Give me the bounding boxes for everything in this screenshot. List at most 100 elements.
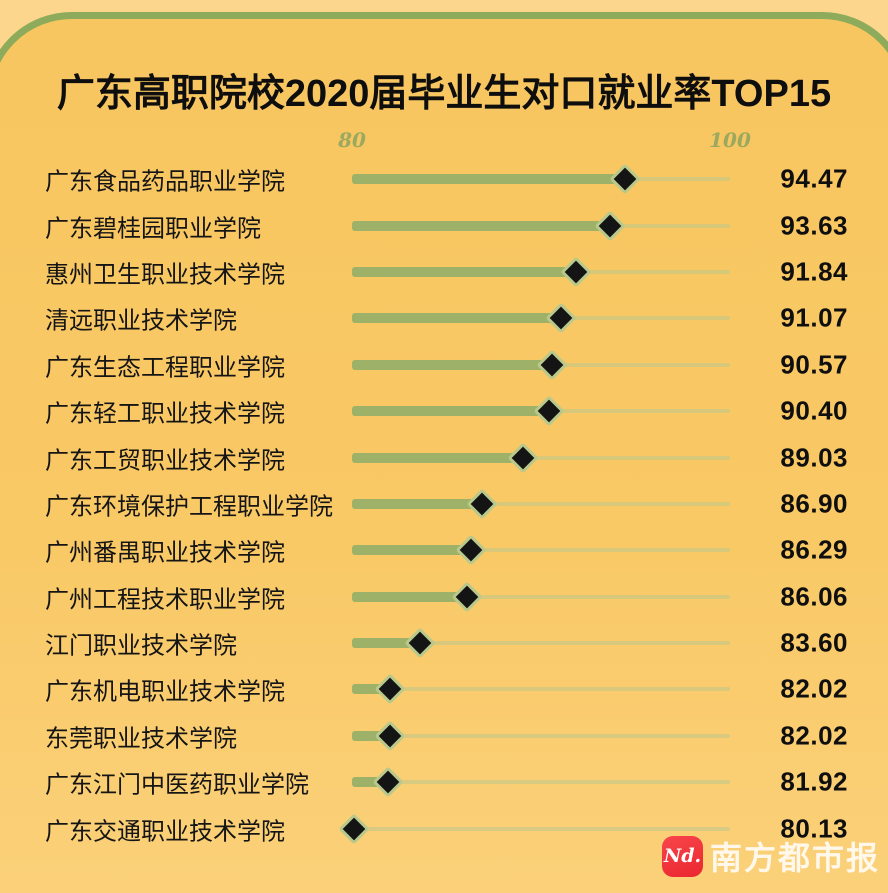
publisher-name: 南方都市报 — [709, 840, 880, 876]
nd-logo-icon: Nd. — [661, 835, 703, 877]
diamond-marker — [455, 534, 487, 566]
row-label: 惠州卫生职业技术学院 — [45, 261, 285, 289]
row-bar — [352, 730, 391, 741]
row-bar — [352, 406, 549, 417]
diamond-marker — [545, 302, 577, 334]
diamond-marker — [450, 581, 483, 613]
row-rail — [352, 733, 730, 738]
table-row: 东莞职业技术学院 82.02 — [45, 713, 848, 759]
diamond-marker — [536, 349, 568, 381]
row-rail — [352, 780, 730, 785]
row-bar — [352, 591, 467, 602]
row-label: 广东环境保护工程职业学院 — [45, 493, 333, 521]
lollipop-chart: 80 100 广东食品药品职业学院 94.47 广东碧桂园职业学院 93.63 … — [45, 128, 848, 852]
row-value: 83.60 — [780, 627, 848, 658]
row-value: 86.29 — [780, 534, 848, 565]
diamond-marker — [374, 673, 406, 706]
diamond-marker — [466, 488, 498, 520]
row-track — [352, 156, 730, 202]
card-frame — [0, 12, 888, 893]
row-label: 清远职业技术学院 — [45, 307, 237, 335]
page-title: 广东高职院校2020届毕业生对口就业率TOP15 — [56, 73, 832, 115]
row-track — [352, 434, 730, 480]
table-row: 广东碧桂园职业学院 93.63 — [45, 202, 848, 248]
axis-tick-80: 80 — [338, 128, 366, 152]
table-row: 广州工程技术职业学院 86.06 — [45, 574, 848, 620]
table-row: 广州番禺职业技术学院 86.29 — [45, 527, 848, 573]
diamond-marker — [560, 256, 592, 288]
row-value: 90.57 — [780, 349, 848, 380]
row-bar — [352, 266, 576, 277]
row-value: 80.13 — [780, 813, 848, 844]
row-bar — [352, 545, 471, 556]
row-rail — [352, 455, 730, 460]
publisher-watermark: Nd. 南方都市报 — [661, 833, 880, 879]
row-bar — [352, 498, 483, 509]
row-track — [352, 481, 730, 527]
diamond-marker — [338, 813, 371, 845]
diamond-marker — [404, 627, 436, 659]
table-row: 广东交通职业技术学院 80.13 — [45, 805, 848, 851]
row-label: 广东碧桂园职业学院 — [45, 215, 261, 243]
row-track — [352, 249, 730, 295]
diamond-marker — [372, 766, 404, 798]
diamond-marker — [507, 441, 539, 474]
row-track — [352, 666, 730, 712]
row-value: 82.02 — [780, 720, 848, 751]
row-label: 东莞职业技术学院 — [45, 725, 237, 753]
row-track — [352, 342, 730, 388]
row-label: 广州工程技术职业学院 — [45, 586, 285, 614]
diamond-marker — [609, 163, 642, 195]
table-row: 广东工贸职业技术学院 89.03 — [45, 434, 848, 480]
table-row: 广东食品药品职业学院 94.47 — [45, 156, 848, 202]
row-value: 91.07 — [780, 302, 848, 333]
diamond-marker — [532, 395, 565, 427]
row-value: 86.90 — [780, 488, 848, 519]
row-rail — [352, 548, 730, 553]
row-label: 江门职业技术学院 — [45, 632, 237, 660]
table-row: 广东生态工程职业学院 90.57 — [45, 342, 848, 388]
table-row: 江门职业技术学院 83.60 — [45, 620, 848, 666]
row-value: 93.63 — [780, 210, 848, 241]
row-track — [352, 713, 730, 759]
row-rail — [352, 641, 730, 646]
table-row: 广东江门中医药职业学院 81.92 — [45, 759, 848, 805]
row-track — [338, 805, 730, 851]
row-bar — [352, 452, 523, 463]
axis-tick-100: 100 — [709, 128, 751, 152]
row-bar — [352, 777, 389, 788]
row-value: 86.06 — [780, 581, 848, 612]
table-row: 清远职业技术学院 91.07 — [45, 295, 848, 341]
row-rail — [352, 501, 730, 506]
diamond-marker — [594, 210, 626, 242]
table-row: 广东环境保护工程职业学院 86.90 — [45, 481, 848, 527]
table-row: 广东轻工职业技术学院 90.40 — [45, 388, 848, 434]
row-bar — [352, 220, 610, 231]
row-track — [352, 759, 730, 805]
row-track — [352, 620, 730, 666]
row-label: 广东机电职业技术学院 — [45, 678, 285, 706]
row-value: 82.02 — [780, 673, 848, 704]
row-track — [352, 388, 730, 434]
row-label: 广州番禺职业技术学院 — [45, 539, 285, 567]
row-track — [352, 202, 730, 248]
row-track — [352, 574, 730, 620]
row-track — [352, 527, 730, 573]
row-label: 广东江门中医药职业学院 — [45, 771, 309, 799]
row-value: 89.03 — [780, 442, 848, 473]
row-value: 91.84 — [780, 256, 848, 287]
row-rail — [352, 594, 730, 599]
row-bar — [352, 684, 391, 695]
row-bar — [352, 638, 421, 649]
x-axis: 80 100 — [45, 128, 848, 156]
row-rail — [352, 687, 730, 692]
row-label: 广东交通职业技术学院 — [45, 818, 285, 846]
row-bar — [352, 359, 552, 370]
row-bar — [352, 174, 626, 185]
table-row: 惠州卫生职业技术学院 91.84 — [45, 249, 848, 295]
row-label: 广东轻工职业技术学院 — [45, 400, 285, 428]
row-track — [352, 295, 730, 341]
row-value: 81.92 — [780, 766, 848, 797]
row-rail — [352, 826, 730, 831]
